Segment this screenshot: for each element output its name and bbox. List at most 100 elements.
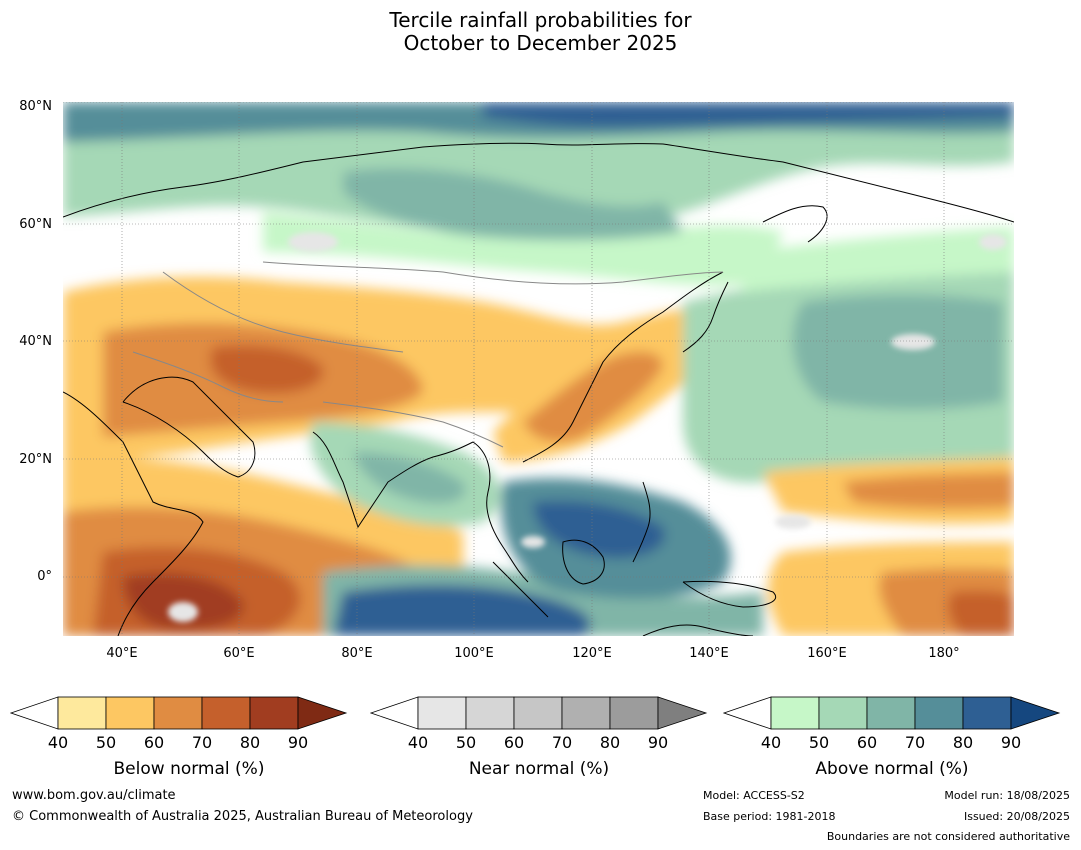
- field-siberia-mid: [343, 168, 683, 241]
- borders: [132, 261, 724, 448]
- footer-base-period: Base period: 1981-2018: [703, 810, 836, 823]
- below-tick-70: 70: [191, 733, 213, 752]
- coastline-sumatra: [492, 561, 549, 618]
- field-pacific-light: [743, 227, 1014, 292]
- near-segment-60: [513, 696, 563, 730]
- lon-label-40e: 40°E: [106, 646, 138, 661]
- field-arctic-above: [63, 102, 1014, 234]
- near-normal-patches: [168, 232, 1007, 622]
- map-title: Tercile rainfall probabilities for Octob…: [0, 9, 1081, 55]
- field-pacific-below-south-core: [947, 590, 1014, 636]
- below-extend-high: [297, 696, 348, 730]
- coastline-se-asia: [472, 441, 529, 583]
- footer-model-run: Model run: 18/08/2025: [944, 789, 1070, 802]
- coastline-philippines: [632, 481, 651, 563]
- rainfall-probability-map: [63, 102, 1014, 636]
- graticule: [63, 102, 1014, 636]
- field-arctic-core: [483, 102, 1014, 128]
- probability-fields: [63, 102, 1014, 636]
- field-central-asia-core: [210, 345, 324, 394]
- border-central-asia: [162, 271, 404, 353]
- near-segment-50: [465, 696, 515, 730]
- above-extend-low: [723, 696, 772, 730]
- lat-label-40n: 40°N: [19, 334, 52, 349]
- field-africa-core: [123, 573, 244, 631]
- border-middle-east: [132, 351, 284, 403]
- coastline-australia-north: [642, 624, 754, 636]
- lon-label-160e: 160°E: [807, 646, 847, 661]
- near-segment-80: [609, 696, 659, 730]
- border-russia-china: [262, 261, 724, 285]
- above-extend-high: [1010, 696, 1061, 730]
- above-tick-70: 70: [904, 733, 926, 752]
- footer-website: www.bom.gov.au/climate: [12, 788, 176, 803]
- colorbar-near-title: Near normal (%): [468, 759, 610, 779]
- above-tick-40: 40: [760, 733, 782, 752]
- field-indian-ocean-strong: [333, 585, 591, 636]
- below-segment-60: [153, 696, 203, 730]
- above-segment-40: [770, 696, 820, 730]
- below-tick-50: 50: [95, 733, 117, 752]
- near-tick-70: 70: [551, 733, 573, 752]
- above-tick-90: 90: [1000, 733, 1022, 752]
- coastline-arabia: [122, 376, 256, 478]
- above-tick-60: 60: [856, 733, 878, 752]
- lon-label-100e: 100°E: [454, 646, 494, 661]
- lat-label-80n: 80°N: [19, 99, 52, 114]
- below-tick-60: 60: [143, 733, 165, 752]
- coastline-kamchatka: [762, 205, 828, 243]
- near-extend-high: [657, 696, 708, 730]
- below-segment-40: [57, 696, 107, 730]
- near-tick-40: 40: [407, 733, 429, 752]
- below-segment-80: [249, 696, 299, 730]
- lon-label-140e: 140°E: [689, 646, 729, 661]
- colorbar-near-normal: [370, 696, 708, 730]
- near-tick-50: 50: [455, 733, 477, 752]
- near-tick-60: 60: [503, 733, 525, 752]
- coastline-india: [312, 431, 474, 529]
- field-siberia-above: [263, 212, 783, 286]
- below-tick-90: 90: [287, 733, 309, 752]
- field-maritime-core: [533, 500, 665, 558]
- near-tick-80: 80: [599, 733, 621, 752]
- above-segment-60: [866, 696, 916, 730]
- colorbar-below-normal: [10, 696, 348, 730]
- field-india-mid: [353, 452, 466, 504]
- lat-label-60n: 60°N: [19, 217, 52, 232]
- field-pacific-below-north-mid: [843, 472, 1014, 509]
- field-pacific-mid: [792, 294, 1003, 410]
- lat-label-20n: 20°N: [19, 452, 52, 467]
- coastline-africa: [63, 391, 204, 636]
- footer-model: Model: ACCESS-S2: [703, 789, 805, 802]
- colorbar-above-title: Above normal (%): [815, 759, 969, 779]
- above-tick-50: 50: [808, 733, 830, 752]
- coastline-japan: [682, 281, 729, 353]
- above-segment-50: [818, 696, 868, 730]
- lon-label-180: 180°: [928, 646, 960, 661]
- footer-copyright: © Commonwealth of Australia 2025, Austra…: [12, 809, 473, 824]
- coastline-borneo: [562, 539, 605, 585]
- lon-label-60e: 60°E: [223, 646, 255, 661]
- title-line-2: October to December 2025: [403, 31, 678, 55]
- lon-label-80e: 80°E: [341, 646, 373, 661]
- field-china-mid: [523, 351, 663, 442]
- lon-label-120e: 120°E: [572, 646, 612, 661]
- coastlines: [63, 142, 1014, 636]
- below-tick-40: 40: [47, 733, 69, 752]
- below-extend-low: [10, 696, 59, 730]
- colorbar-below-title: Below normal (%): [113, 759, 265, 779]
- above-segment-70: [914, 696, 964, 730]
- coastline-new-guinea: [682, 580, 776, 608]
- near-segment-40: [417, 696, 467, 730]
- coastline-arctic: [63, 142, 1014, 223]
- near-tick-90: 90: [647, 733, 669, 752]
- below-tick-80: 80: [239, 733, 261, 752]
- map-svg: [63, 102, 1014, 636]
- near-segment-70: [561, 696, 611, 730]
- above-tick-80: 80: [952, 733, 974, 752]
- coastline-china: [522, 271, 724, 463]
- title-line-1: Tercile rainfall probabilities for: [389, 8, 692, 32]
- colorbar-above-normal: [723, 696, 1061, 730]
- near-extend-low: [370, 696, 419, 730]
- footer-issued: Issued: 20/08/2025: [963, 810, 1070, 823]
